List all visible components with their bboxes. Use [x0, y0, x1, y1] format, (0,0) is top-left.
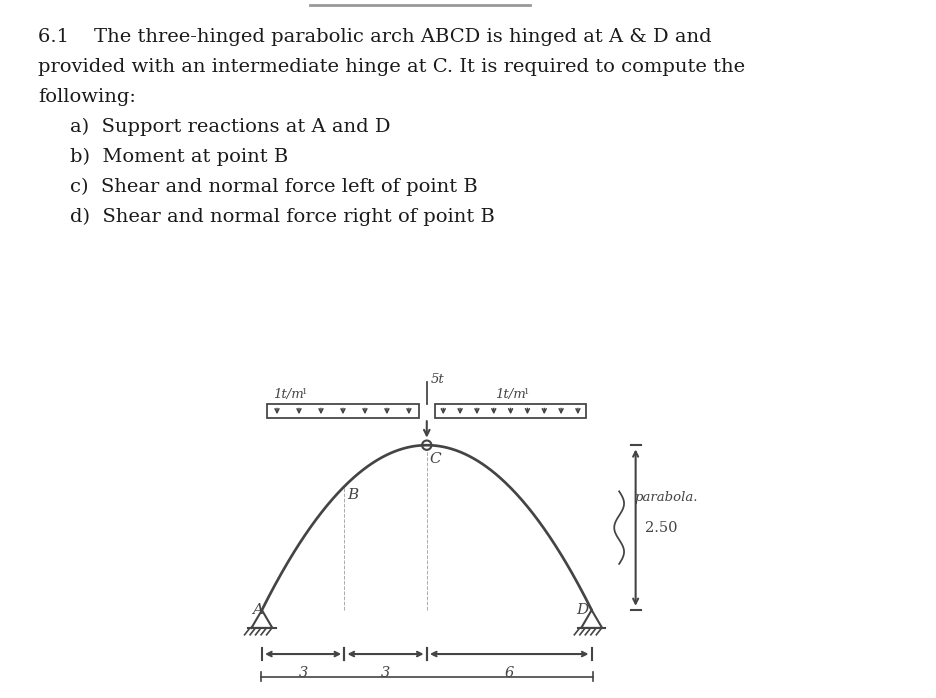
Text: following:: following:: [38, 88, 136, 106]
Text: 1: 1: [301, 387, 307, 396]
Bar: [435, 404, 586, 418]
Text: D: D: [577, 603, 589, 617]
Text: C: C: [430, 452, 441, 466]
Text: a)  Support reactions at A and D: a) Support reactions at A and D: [70, 118, 390, 136]
Text: d)  Shear and normal force right of point B: d) Shear and normal force right of point…: [70, 208, 495, 226]
Text: parabola.: parabola.: [635, 491, 697, 505]
Text: 1: 1: [524, 387, 530, 396]
Text: 3: 3: [381, 666, 390, 680]
Text: 6: 6: [505, 666, 514, 680]
Text: 1t/m: 1t/m: [273, 388, 304, 401]
Text: c)  Shear and normal force left of point B: c) Shear and normal force left of point …: [70, 178, 477, 196]
Text: 5t: 5t: [431, 373, 445, 387]
Text: 6.1    The three-hinged parabolic arch ABCD is hinged at A & D and: 6.1 The three-hinged parabolic arch ABCD…: [38, 28, 711, 46]
Text: 1t/m: 1t/m: [495, 388, 526, 401]
Text: A: A: [253, 603, 263, 617]
Text: B: B: [347, 488, 358, 502]
Bar: [268, 404, 418, 418]
Text: b)  Moment at point B: b) Moment at point B: [70, 148, 288, 166]
Text: 2.50: 2.50: [645, 521, 678, 535]
Text: provided with an intermediate hinge at C. It is required to compute the: provided with an intermediate hinge at C…: [38, 58, 745, 76]
Text: 3: 3: [299, 666, 308, 680]
